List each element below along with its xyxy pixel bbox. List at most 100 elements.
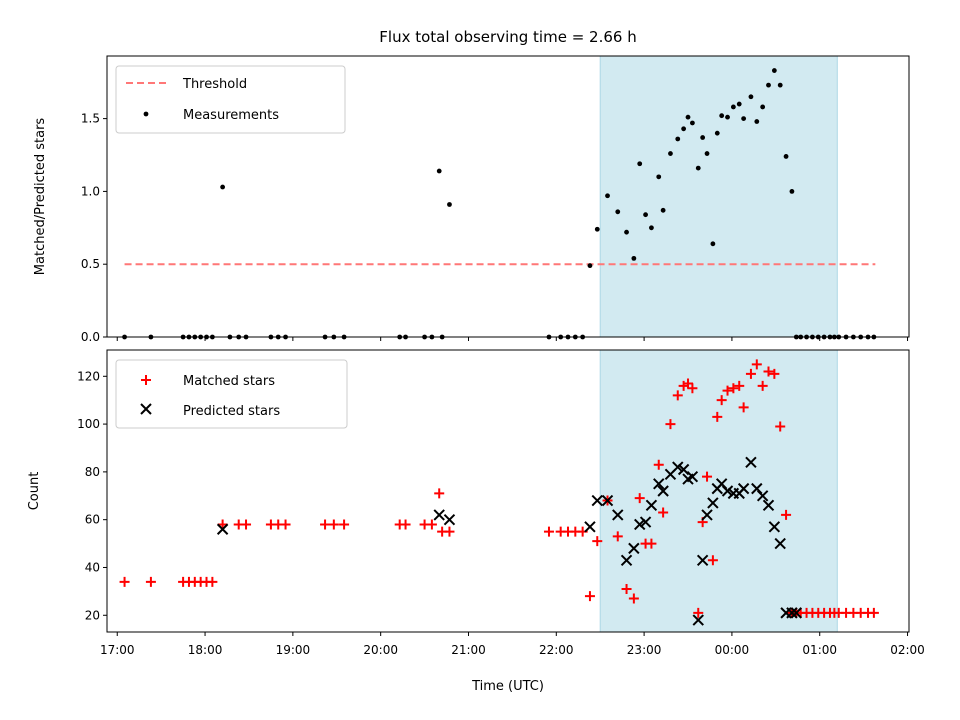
measurement-point bbox=[700, 135, 706, 140]
measurement-point bbox=[695, 165, 701, 171]
predicted-star-point bbox=[645, 499, 658, 512]
y-tick-label: 1.5 bbox=[81, 112, 100, 126]
predicted-star-point bbox=[696, 554, 709, 567]
bottom-panel: 20 40 60 80 100 120 17:00 18:00 19:00 20:00 21:00… bbox=[27, 349, 925, 694]
predicted-star-point bbox=[443, 513, 456, 526]
predicted-star-point bbox=[756, 490, 769, 502]
legend-predicted-label: Predicted stars bbox=[183, 404, 280, 419]
legend-box bbox=[115, 359, 348, 429]
predicted-star-point bbox=[653, 478, 665, 490]
matched-star-point bbox=[320, 519, 331, 530]
predicted-star-point bbox=[433, 509, 445, 521]
y-tick-label: 60 bbox=[85, 513, 100, 527]
shaded-span bbox=[599, 55, 838, 338]
measurement-point bbox=[760, 104, 766, 110]
y-tick-label: 120 bbox=[77, 369, 100, 383]
bottom-xaxis: 17:00 18:00 19:00 20:00 21:00 22:00 23:00 00:00… bbox=[100, 632, 925, 657]
matched-star-point bbox=[734, 380, 745, 391]
predicted-star-point bbox=[672, 461, 684, 473]
matched-star-point bbox=[217, 519, 228, 530]
x-tick-label: 18:00 bbox=[188, 643, 223, 657]
matched-star-point bbox=[584, 591, 595, 602]
measurement-point bbox=[754, 119, 760, 124]
measurement-point bbox=[660, 207, 666, 213]
bottom-ylabel: Count bbox=[27, 472, 42, 511]
y-tick-label: 1.0 bbox=[81, 184, 100, 198]
matched-star-point bbox=[543, 526, 554, 537]
bottom-yaxis: 20 40 60 80 100 120 bbox=[77, 369, 107, 622]
measurement-point bbox=[624, 229, 629, 235]
predicted-star-point bbox=[657, 485, 669, 497]
top-legend: Threshold Measurements bbox=[115, 65, 346, 134]
y-tick-label: 0.5 bbox=[81, 257, 100, 271]
measurement-point bbox=[668, 151, 673, 156]
measurement-point bbox=[783, 154, 789, 159]
top-ylabel: Matched/Predicted stars bbox=[33, 118, 48, 276]
predicted-star-point bbox=[768, 521, 781, 533]
matched-star-point bbox=[434, 488, 445, 499]
predicted-star-point bbox=[639, 516, 652, 528]
predicted-star-point bbox=[721, 485, 734, 497]
y-tick-label: 20 bbox=[85, 608, 100, 622]
measurement-point bbox=[690, 120, 695, 126]
matched-star-point bbox=[716, 395, 727, 406]
measurement-point bbox=[220, 184, 226, 190]
matched-star-point bbox=[781, 509, 792, 520]
predicted-star-point bbox=[786, 607, 798, 619]
measurement-point bbox=[594, 226, 600, 232]
predicted-star-point bbox=[591, 494, 603, 507]
matched-star-point bbox=[339, 519, 350, 530]
matched-star-point bbox=[687, 383, 698, 394]
y-tick-label: 80 bbox=[85, 465, 100, 479]
predicted-star-point bbox=[686, 470, 699, 483]
matched-star-point bbox=[658, 507, 669, 518]
predicted-star-point bbox=[612, 509, 624, 521]
measurement-point bbox=[587, 263, 593, 269]
measurement-point bbox=[710, 241, 716, 247]
measurement-point bbox=[766, 82, 771, 88]
predicted-star-point bbox=[707, 497, 719, 509]
measurement-point bbox=[704, 151, 710, 156]
matched-star-point bbox=[757, 380, 768, 391]
predicted-star-point bbox=[774, 537, 786, 550]
matched-star-point bbox=[745, 368, 756, 379]
matched-star-point bbox=[683, 378, 694, 389]
predicted-star-point bbox=[790, 607, 803, 619]
matched-star-point bbox=[751, 359, 762, 370]
matched-star-point bbox=[628, 593, 639, 604]
legend-matched-label: Matched stars bbox=[183, 374, 275, 389]
matched-star-point bbox=[328, 519, 339, 530]
legend-measurements-swatch bbox=[143, 111, 149, 117]
predicted-star-point bbox=[737, 482, 750, 495]
matched-star-point bbox=[592, 536, 603, 547]
measurement-point bbox=[681, 126, 687, 132]
bottom-legend: Matched stars Predicted stars bbox=[115, 359, 348, 429]
y-tick-label: 40 bbox=[85, 560, 100, 574]
legend-threshold-label: Threshold bbox=[182, 77, 247, 92]
measurement-point bbox=[714, 130, 720, 136]
legend-measurements-label: Measurements bbox=[183, 108, 279, 123]
matched-star-point bbox=[612, 531, 623, 542]
legend-predicted-swatch bbox=[140, 403, 152, 415]
predicted-star-point bbox=[620, 554, 633, 567]
top-panel: 0.0 0.5 1.0 1.5 Matched/Predicted stars Thr… bbox=[33, 55, 910, 344]
matched-star-point bbox=[693, 607, 704, 618]
top-frame bbox=[106, 55, 910, 338]
matched-star-point bbox=[712, 411, 723, 422]
bottom-frame bbox=[106, 349, 910, 633]
matched-star-point bbox=[119, 576, 130, 587]
top-yaxis: 0.0 0.5 1.0 1.5 bbox=[81, 112, 107, 344]
x-tick-label: 01:00 bbox=[802, 643, 837, 657]
predicted-star-point bbox=[601, 494, 614, 507]
matched-star-point bbox=[444, 526, 455, 537]
predicted-star-point bbox=[692, 614, 704, 626]
x-tick-label: 23:00 bbox=[627, 643, 662, 657]
x-tick-label: 22:00 bbox=[539, 643, 574, 657]
bottom-xlabel: Time (UTC) bbox=[471, 679, 544, 694]
matched-star-point bbox=[621, 583, 632, 594]
predicted-star-point bbox=[677, 463, 690, 476]
predicted-star-point bbox=[216, 523, 229, 535]
x-tick-label: 20:00 bbox=[363, 643, 398, 657]
matched-star-point bbox=[672, 390, 683, 401]
